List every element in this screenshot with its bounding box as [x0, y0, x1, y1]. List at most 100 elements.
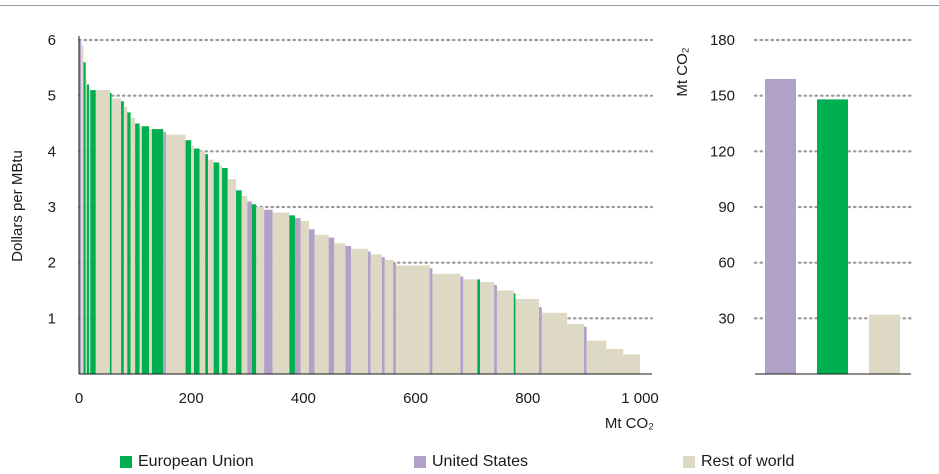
- curve-segment-european-union: [141, 126, 150, 375]
- left-x-tick-label: 400: [291, 390, 316, 407]
- legend-swatch-european-union: [120, 456, 132, 468]
- curve-segment-united-states: [460, 276, 464, 374]
- left-y-axis-label: Dollars per MBtu: [9, 150, 26, 262]
- curve-segment-rest-of-world: [463, 279, 478, 374]
- curve-segment-european-union: [86, 84, 90, 375]
- curve-segment-rest-of-world: [199, 151, 206, 374]
- curve-segment-united-states: [264, 209, 273, 374]
- curve-segment-rest-of-world: [111, 98, 122, 374]
- curve-segment-european-union: [289, 215, 295, 374]
- right-y-tick-label: 150: [710, 88, 735, 105]
- left-x-tick-label: 800: [515, 390, 540, 407]
- right-y-tick-label: 90: [718, 199, 735, 216]
- curve-segment-rest-of-world: [81, 45, 84, 375]
- right-bar-marks: [765, 78, 900, 374]
- left-y-tick-label: 2: [48, 255, 56, 272]
- curve-segment-united-states: [494, 284, 497, 374]
- left-y-tick-label: 4: [48, 143, 56, 160]
- legend-label-european-union: European Union: [138, 453, 254, 470]
- right-y-tick-label: 180: [710, 32, 735, 49]
- curve-segment-rest-of-world: [208, 159, 214, 374]
- curve-segment-united-states: [583, 326, 587, 374]
- curve-segment-rest-of-world: [567, 323, 584, 374]
- curve-segment-united-states: [328, 237, 335, 374]
- curve-segment-united-states: [539, 307, 542, 374]
- left-curve-marks: [79, 40, 640, 375]
- curve-segment-rest-of-world: [139, 126, 142, 375]
- curve-segment-european-union: [135, 123, 140, 374]
- curve-segment-rest-of-world: [314, 234, 329, 374]
- curve-segment-european-union: [205, 154, 209, 374]
- legend-swatch-rest-of-world: [683, 456, 695, 468]
- curve-segment-rest-of-world: [272, 212, 290, 374]
- curve-segment-european-union: [222, 168, 228, 374]
- curve-segment-united-states: [247, 201, 252, 374]
- curve-segment-rest-of-world: [227, 179, 237, 374]
- curve-segment-rest-of-world: [165, 134, 186, 374]
- legend-swatch-united-states: [414, 456, 426, 468]
- curve-segment-rest-of-world: [191, 145, 195, 374]
- curve-segment-european-union: [151, 129, 164, 374]
- bar-rest-of-world: [869, 314, 900, 374]
- curve-segment-rest-of-world: [496, 290, 514, 374]
- legend-label-united-states: United States: [432, 453, 529, 470]
- curve-segment-european-union: [213, 162, 220, 374]
- right-tick-labels: 30 60 90 120 150 180: [710, 32, 735, 327]
- curve-segment-rest-of-world: [395, 265, 430, 374]
- curve-segment-rest-of-world: [256, 207, 265, 374]
- bar-united-states: [765, 78, 796, 374]
- curve-segment-european-union: [251, 204, 257, 374]
- legend-item-european-union: European Union: [120, 452, 254, 472]
- curve-segment-rest-of-world: [606, 348, 624, 374]
- curve-segment-european-union: [127, 112, 131, 374]
- curve-segment-rest-of-world: [300, 220, 310, 374]
- curve-segment-rest-of-world: [85, 78, 87, 374]
- curve-segment-united-states: [381, 257, 385, 374]
- curve-segment-rest-of-world: [219, 165, 223, 374]
- curve-segment-european-union: [185, 140, 192, 374]
- left-y-tick-label: 6: [48, 32, 56, 49]
- curve-segment-united-states: [79, 40, 82, 374]
- curve-segment-european-union: [513, 293, 516, 374]
- top-rule: [0, 5, 939, 6]
- left-tick-labels: 1 2 3 4 5 6 0 200 400 600 800 1 000: [48, 32, 659, 407]
- curve-segment-rest-of-world: [480, 282, 495, 374]
- left-y-tick-label: 1: [48, 310, 56, 327]
- curve-segment-european-union: [194, 148, 200, 374]
- curve-segment-rest-of-world: [586, 340, 607, 374]
- left-y-tick-label: 5: [48, 88, 56, 105]
- curve-segment-rest-of-world: [370, 254, 382, 374]
- curve-segment-rest-of-world: [541, 312, 568, 374]
- curve-segment-rest-of-world: [89, 87, 91, 375]
- curve-segment-united-states: [367, 251, 371, 374]
- left-x-tick-label: 200: [179, 390, 204, 407]
- curve-segment-rest-of-world: [432, 273, 461, 374]
- curve-segment-rest-of-world: [334, 243, 346, 374]
- curve-segment-european-union: [90, 90, 96, 374]
- curve-segment-european-union: [109, 92, 112, 374]
- curve-segment-european-union: [121, 101, 124, 374]
- curve-segment-european-union: [236, 190, 242, 374]
- bar-european-union: [817, 99, 848, 374]
- curve-segment-rest-of-world: [515, 298, 540, 374]
- legend-item-united-states: United States: [414, 452, 528, 472]
- left-x-axis-label: Mt CO₂: [605, 415, 654, 432]
- curve-segment-european-union: [83, 62, 86, 375]
- right-y-axis-label: Mt CO₂: [674, 47, 691, 96]
- curve-segment-rest-of-world: [384, 259, 394, 374]
- curve-segment-rest-of-world: [241, 195, 248, 374]
- legend-label-rest-of-world: Rest of world: [701, 453, 795, 470]
- curve-segment-rest-of-world: [623, 354, 640, 374]
- right-y-tick-label: 30: [718, 310, 735, 327]
- curve-segment-rest-of-world: [95, 90, 110, 374]
- curve-segment-rest-of-world: [123, 106, 128, 375]
- curve-segment-united-states: [309, 229, 315, 374]
- curve-segment-rest-of-world: [130, 117, 136, 374]
- curve-segment-united-states: [393, 262, 396, 374]
- left-x-tick-label: 1 000: [621, 390, 659, 407]
- curve-segment-united-states: [294, 218, 301, 374]
- curve-segment-united-states: [163, 131, 166, 374]
- curve-segment-united-states: [345, 245, 352, 374]
- right-y-tick-label: 120: [710, 143, 735, 160]
